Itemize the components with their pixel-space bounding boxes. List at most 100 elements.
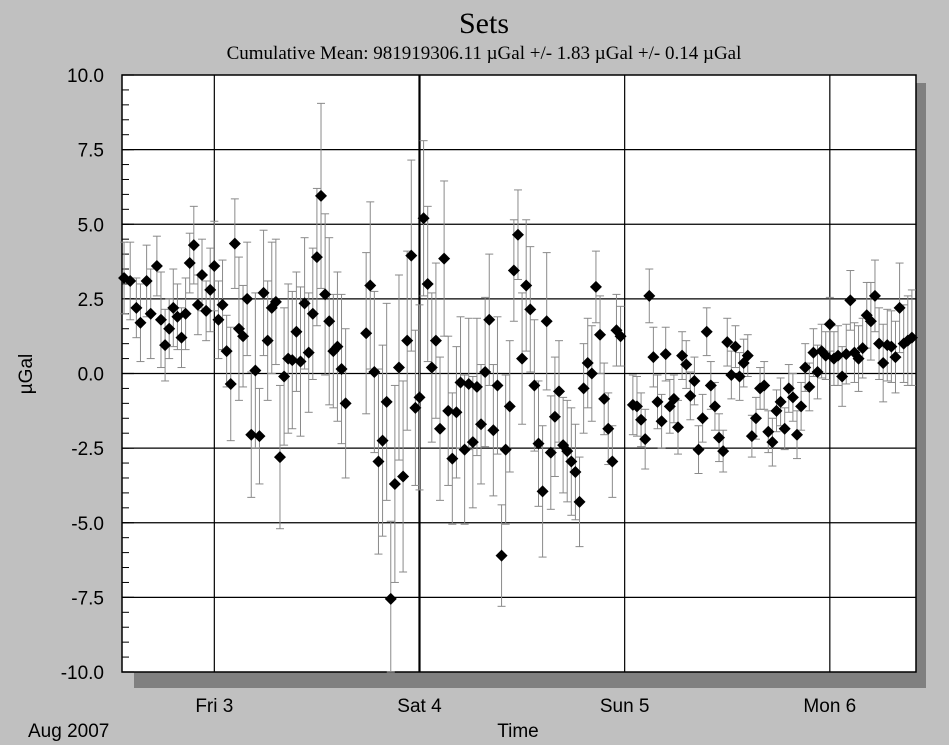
data-point — [499, 443, 512, 456]
data-point — [647, 351, 660, 364]
data-point — [659, 348, 672, 361]
data-point — [450, 406, 463, 419]
data-point — [376, 434, 389, 447]
data-point — [150, 260, 163, 273]
data-point — [200, 304, 213, 317]
data-point — [766, 436, 779, 449]
data-point — [799, 361, 812, 374]
data-point — [319, 288, 332, 301]
data-point — [179, 307, 192, 320]
data-point — [581, 357, 594, 370]
data-point — [392, 361, 405, 374]
data-point — [807, 346, 820, 359]
data-point — [852, 352, 865, 365]
chart-subtitle: Cumulative Mean: 981919306.11 µGal +/- 1… — [227, 43, 742, 64]
data-point — [323, 315, 336, 328]
data-point — [159, 339, 172, 352]
data-point — [811, 366, 824, 379]
data-point — [836, 370, 849, 383]
data-point — [421, 277, 434, 290]
data-point — [795, 400, 808, 413]
data-point — [524, 303, 537, 316]
data-point — [733, 370, 746, 383]
data-point — [466, 436, 479, 449]
data-point — [602, 422, 615, 435]
data-point — [475, 418, 488, 431]
data-point — [717, 445, 730, 458]
data-point — [594, 328, 607, 341]
data-point — [405, 249, 418, 262]
data-point — [676, 349, 689, 362]
data-point — [306, 307, 319, 320]
data-point — [183, 257, 196, 270]
data-point — [688, 374, 701, 387]
data-points — [118, 189, 918, 605]
data-point — [573, 495, 586, 508]
data-point — [639, 433, 652, 446]
data-point — [196, 268, 209, 281]
data-point — [495, 549, 508, 562]
data-point — [684, 389, 697, 402]
data-point — [438, 252, 451, 265]
y-axis-label: µGal — [16, 354, 37, 395]
data-point — [368, 366, 381, 379]
y-tick-label: -7.5 — [71, 588, 104, 609]
data-point — [672, 421, 685, 434]
data-point — [220, 345, 233, 358]
data-point — [134, 316, 147, 329]
data-point — [175, 331, 188, 344]
data-point — [532, 437, 545, 450]
data-point — [606, 455, 619, 468]
data-point — [302, 346, 315, 359]
data-point — [253, 430, 266, 443]
data-point — [130, 301, 143, 314]
data-point — [507, 264, 520, 277]
x-tick-label: Sun 5 — [600, 696, 650, 717]
data-point — [516, 352, 529, 365]
data-point — [212, 313, 225, 326]
data-point — [413, 391, 426, 404]
y-tick-label: 2.5 — [78, 290, 104, 311]
data-point — [331, 340, 344, 353]
x-tick-labels: Fri 3 Sat 4 Sun 5 Mon 6 — [195, 696, 856, 717]
data-point — [144, 307, 157, 320]
data-point — [823, 318, 836, 331]
data-point — [868, 289, 881, 302]
data-point — [856, 342, 869, 355]
data-point — [298, 297, 311, 310]
y-tick-labels: 10.0 7.5 5.0 2.5 0.0 -2.5 -5.0 -7.5 -10.0 — [61, 66, 104, 684]
data-point — [458, 443, 471, 456]
data-point — [667, 392, 680, 405]
data-point — [713, 431, 726, 444]
data-point — [741, 349, 754, 362]
data-point — [696, 412, 709, 425]
data-point — [598, 392, 611, 405]
data-point — [442, 404, 455, 417]
data-point — [864, 315, 877, 328]
data-point — [245, 428, 258, 441]
data-point — [770, 404, 783, 417]
data-point — [187, 239, 200, 252]
data-point — [708, 400, 721, 413]
y-tick-label: 10.0 — [67, 66, 104, 87]
data-point — [585, 367, 598, 380]
data-point — [544, 446, 557, 459]
data-point — [224, 377, 237, 390]
data-point — [528, 379, 541, 392]
data-point — [454, 376, 467, 389]
data-point — [140, 274, 153, 287]
data-point — [561, 445, 574, 458]
data-point — [704, 379, 717, 392]
data-point — [339, 397, 352, 410]
data-point — [269, 295, 282, 308]
data-point — [832, 349, 845, 362]
y-tick-label: 0.0 — [78, 365, 104, 386]
data-point — [786, 391, 799, 404]
data-point — [511, 228, 524, 241]
data-point — [286, 354, 299, 367]
data-point — [372, 455, 385, 468]
data-point — [208, 260, 221, 273]
data-point — [803, 380, 816, 393]
data-point — [154, 313, 167, 326]
